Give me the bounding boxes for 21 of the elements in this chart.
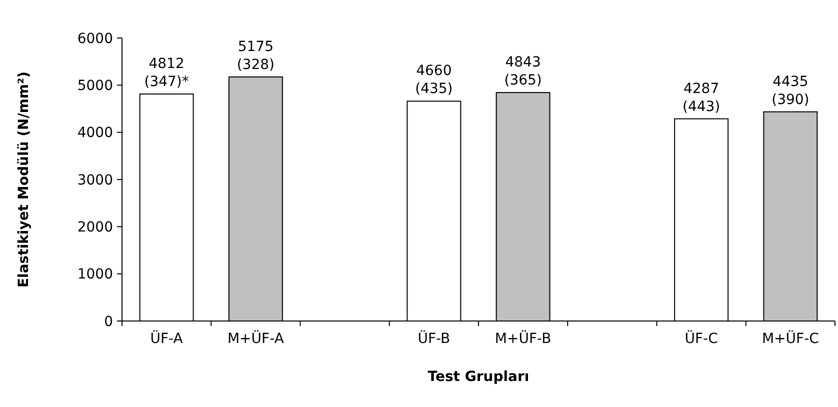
y-tick-label: 3000 [77, 172, 113, 188]
y-tick-label: 1000 [77, 266, 113, 283]
x-tick-label: ÜF-B [418, 330, 450, 347]
data-label: 4843 (365) [504, 54, 542, 89]
y-tick-label: 0 [104, 314, 113, 330]
x-tick-label: M+ÜF-C [762, 330, 820, 347]
y-tick-label: 6000 [77, 30, 113, 47]
x-tick-label: M+ÜF-A [227, 330, 284, 347]
x-tick-label: ÜF-A [150, 330, 184, 347]
data-label: 4812 (347)* [144, 56, 189, 90]
data-label: 4660 (435) [415, 63, 453, 98]
y-tick-label: 4000 [77, 125, 113, 142]
x-tick-label: ÜF-C [684, 330, 718, 347]
y-axis-title: Elastikiyet Modülü (N/mm²) [16, 71, 32, 288]
y-tick-label: 2000 [77, 220, 113, 236]
data-label: 4287 (443) [682, 80, 720, 115]
y-tick-label: 5000 [77, 78, 113, 94]
data-label: 5175 (328) [236, 38, 275, 73]
x-axis-title: Test Grupları [428, 369, 530, 385]
x-tick-label: M+ÜF-B [494, 330, 552, 347]
data-label: 4435 (390) [772, 74, 810, 108]
